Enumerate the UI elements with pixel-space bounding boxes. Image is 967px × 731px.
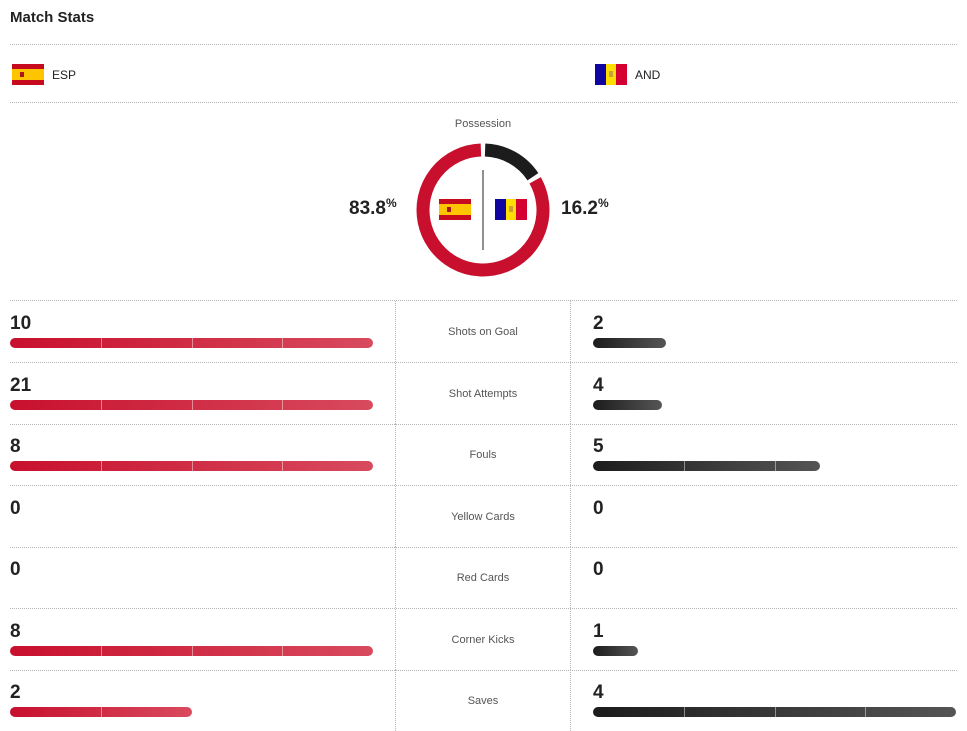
percent-unit: % xyxy=(597,196,609,210)
away-stat-bar xyxy=(593,400,662,410)
row-divider xyxy=(10,608,957,609)
bar-tick xyxy=(101,400,102,410)
column-divider xyxy=(395,486,396,547)
bar-tick xyxy=(192,461,193,471)
bar-tick xyxy=(865,707,866,717)
column-divider xyxy=(395,670,396,731)
row-divider xyxy=(10,362,957,363)
bar-tick xyxy=(101,461,102,471)
stat-row: 21 Shot Attempts 4 xyxy=(10,363,957,425)
home-stat-value: 8 xyxy=(10,436,21,457)
stat-label: Red Cards xyxy=(456,571,510,584)
column-divider xyxy=(395,609,396,670)
home-stat-value: 8 xyxy=(10,621,21,642)
possession-arc-away xyxy=(484,143,539,181)
row-divider xyxy=(10,547,957,548)
spain-flag-icon xyxy=(12,64,44,85)
away-possession: 16.2% xyxy=(561,196,609,220)
bar-tick xyxy=(101,646,102,656)
possession-arc-home xyxy=(416,143,550,277)
away-team-abbr: AND xyxy=(635,67,661,82)
column-divider xyxy=(395,363,396,424)
column-divider xyxy=(570,670,571,731)
andorra-flag-icon xyxy=(495,199,527,220)
away-possession-value: 16.2 xyxy=(561,198,598,219)
away-stat-value: 4 xyxy=(593,682,604,703)
away-stat-value: 1 xyxy=(593,621,604,642)
home-stat-value: 0 xyxy=(10,559,21,580)
home-stat-value: 10 xyxy=(10,313,32,334)
away-stat-value: 0 xyxy=(593,498,604,519)
stat-row: 0 Red Cards 0 xyxy=(10,547,957,609)
column-divider xyxy=(570,547,571,608)
possession-donut-chart xyxy=(416,143,550,277)
column-divider xyxy=(570,424,571,485)
column-divider xyxy=(570,609,571,670)
home-stat-bar xyxy=(10,400,373,410)
stat-label: Corner Kicks xyxy=(451,633,515,646)
away-stat-bar xyxy=(593,338,666,348)
away-team: AND xyxy=(595,64,660,85)
column-divider xyxy=(570,301,571,362)
match-stats-title: Match Stats xyxy=(10,9,95,26)
away-stat-bar xyxy=(593,646,638,656)
away-stat-value: 0 xyxy=(593,559,604,580)
home-team: ESP xyxy=(12,64,76,85)
home-stat-value: 21 xyxy=(10,375,32,396)
home-stat-bar xyxy=(10,338,373,348)
stat-label: Saves xyxy=(467,694,499,707)
home-stat-bar xyxy=(10,646,373,656)
stat-row: 0 Yellow Cards 0 xyxy=(10,486,957,548)
possession-label: Possession xyxy=(454,118,512,130)
bar-tick xyxy=(282,646,283,656)
bar-tick xyxy=(775,707,776,717)
stat-label: Fouls xyxy=(469,448,497,461)
home-stat-value: 0 xyxy=(10,498,21,519)
row-divider xyxy=(10,485,957,486)
stat-row: 8 Fouls 5 xyxy=(10,424,957,486)
home-possession: 83.8% xyxy=(349,196,397,220)
column-divider xyxy=(395,424,396,485)
away-stat-value: 4 xyxy=(593,375,604,396)
bar-tick xyxy=(192,646,193,656)
bar-tick xyxy=(192,338,193,348)
stat-row: 8 Corner Kicks 1 xyxy=(10,609,957,671)
bar-tick xyxy=(101,338,102,348)
column-divider xyxy=(395,547,396,608)
percent-unit: % xyxy=(385,196,397,210)
divider xyxy=(10,300,957,301)
stat-label: Yellow Cards xyxy=(451,510,515,523)
bar-tick xyxy=(684,461,685,471)
column-divider xyxy=(395,301,396,362)
divider xyxy=(10,44,957,45)
stat-label: Shot Attempts xyxy=(448,387,518,400)
bar-tick xyxy=(192,400,193,410)
bar-tick xyxy=(684,707,685,717)
column-divider xyxy=(570,363,571,424)
column-divider xyxy=(570,486,571,547)
away-stat-bar xyxy=(593,707,956,717)
andorra-flag-icon xyxy=(595,64,627,85)
bar-tick xyxy=(282,461,283,471)
bar-tick xyxy=(282,338,283,348)
row-divider xyxy=(10,424,957,425)
row-divider xyxy=(10,670,957,671)
divider xyxy=(10,102,957,103)
bar-tick xyxy=(282,400,283,410)
stat-row: 2 Saves 4 xyxy=(10,670,957,731)
bar-tick xyxy=(101,707,102,717)
home-stat-value: 2 xyxy=(10,682,21,703)
stat-label: Shots on Goal xyxy=(448,325,518,338)
away-stat-bar xyxy=(593,461,820,471)
bar-tick xyxy=(775,461,776,471)
home-possession-value: 83.8 xyxy=(349,198,386,219)
home-stat-bar xyxy=(10,707,192,717)
away-stat-value: 5 xyxy=(593,436,604,457)
home-stat-bar xyxy=(10,461,373,471)
home-team-abbr: ESP xyxy=(52,67,77,82)
spain-flag-icon xyxy=(439,199,471,220)
away-stat-value: 2 xyxy=(593,313,604,334)
stat-row: 10 Shots on Goal 2 xyxy=(10,301,957,363)
